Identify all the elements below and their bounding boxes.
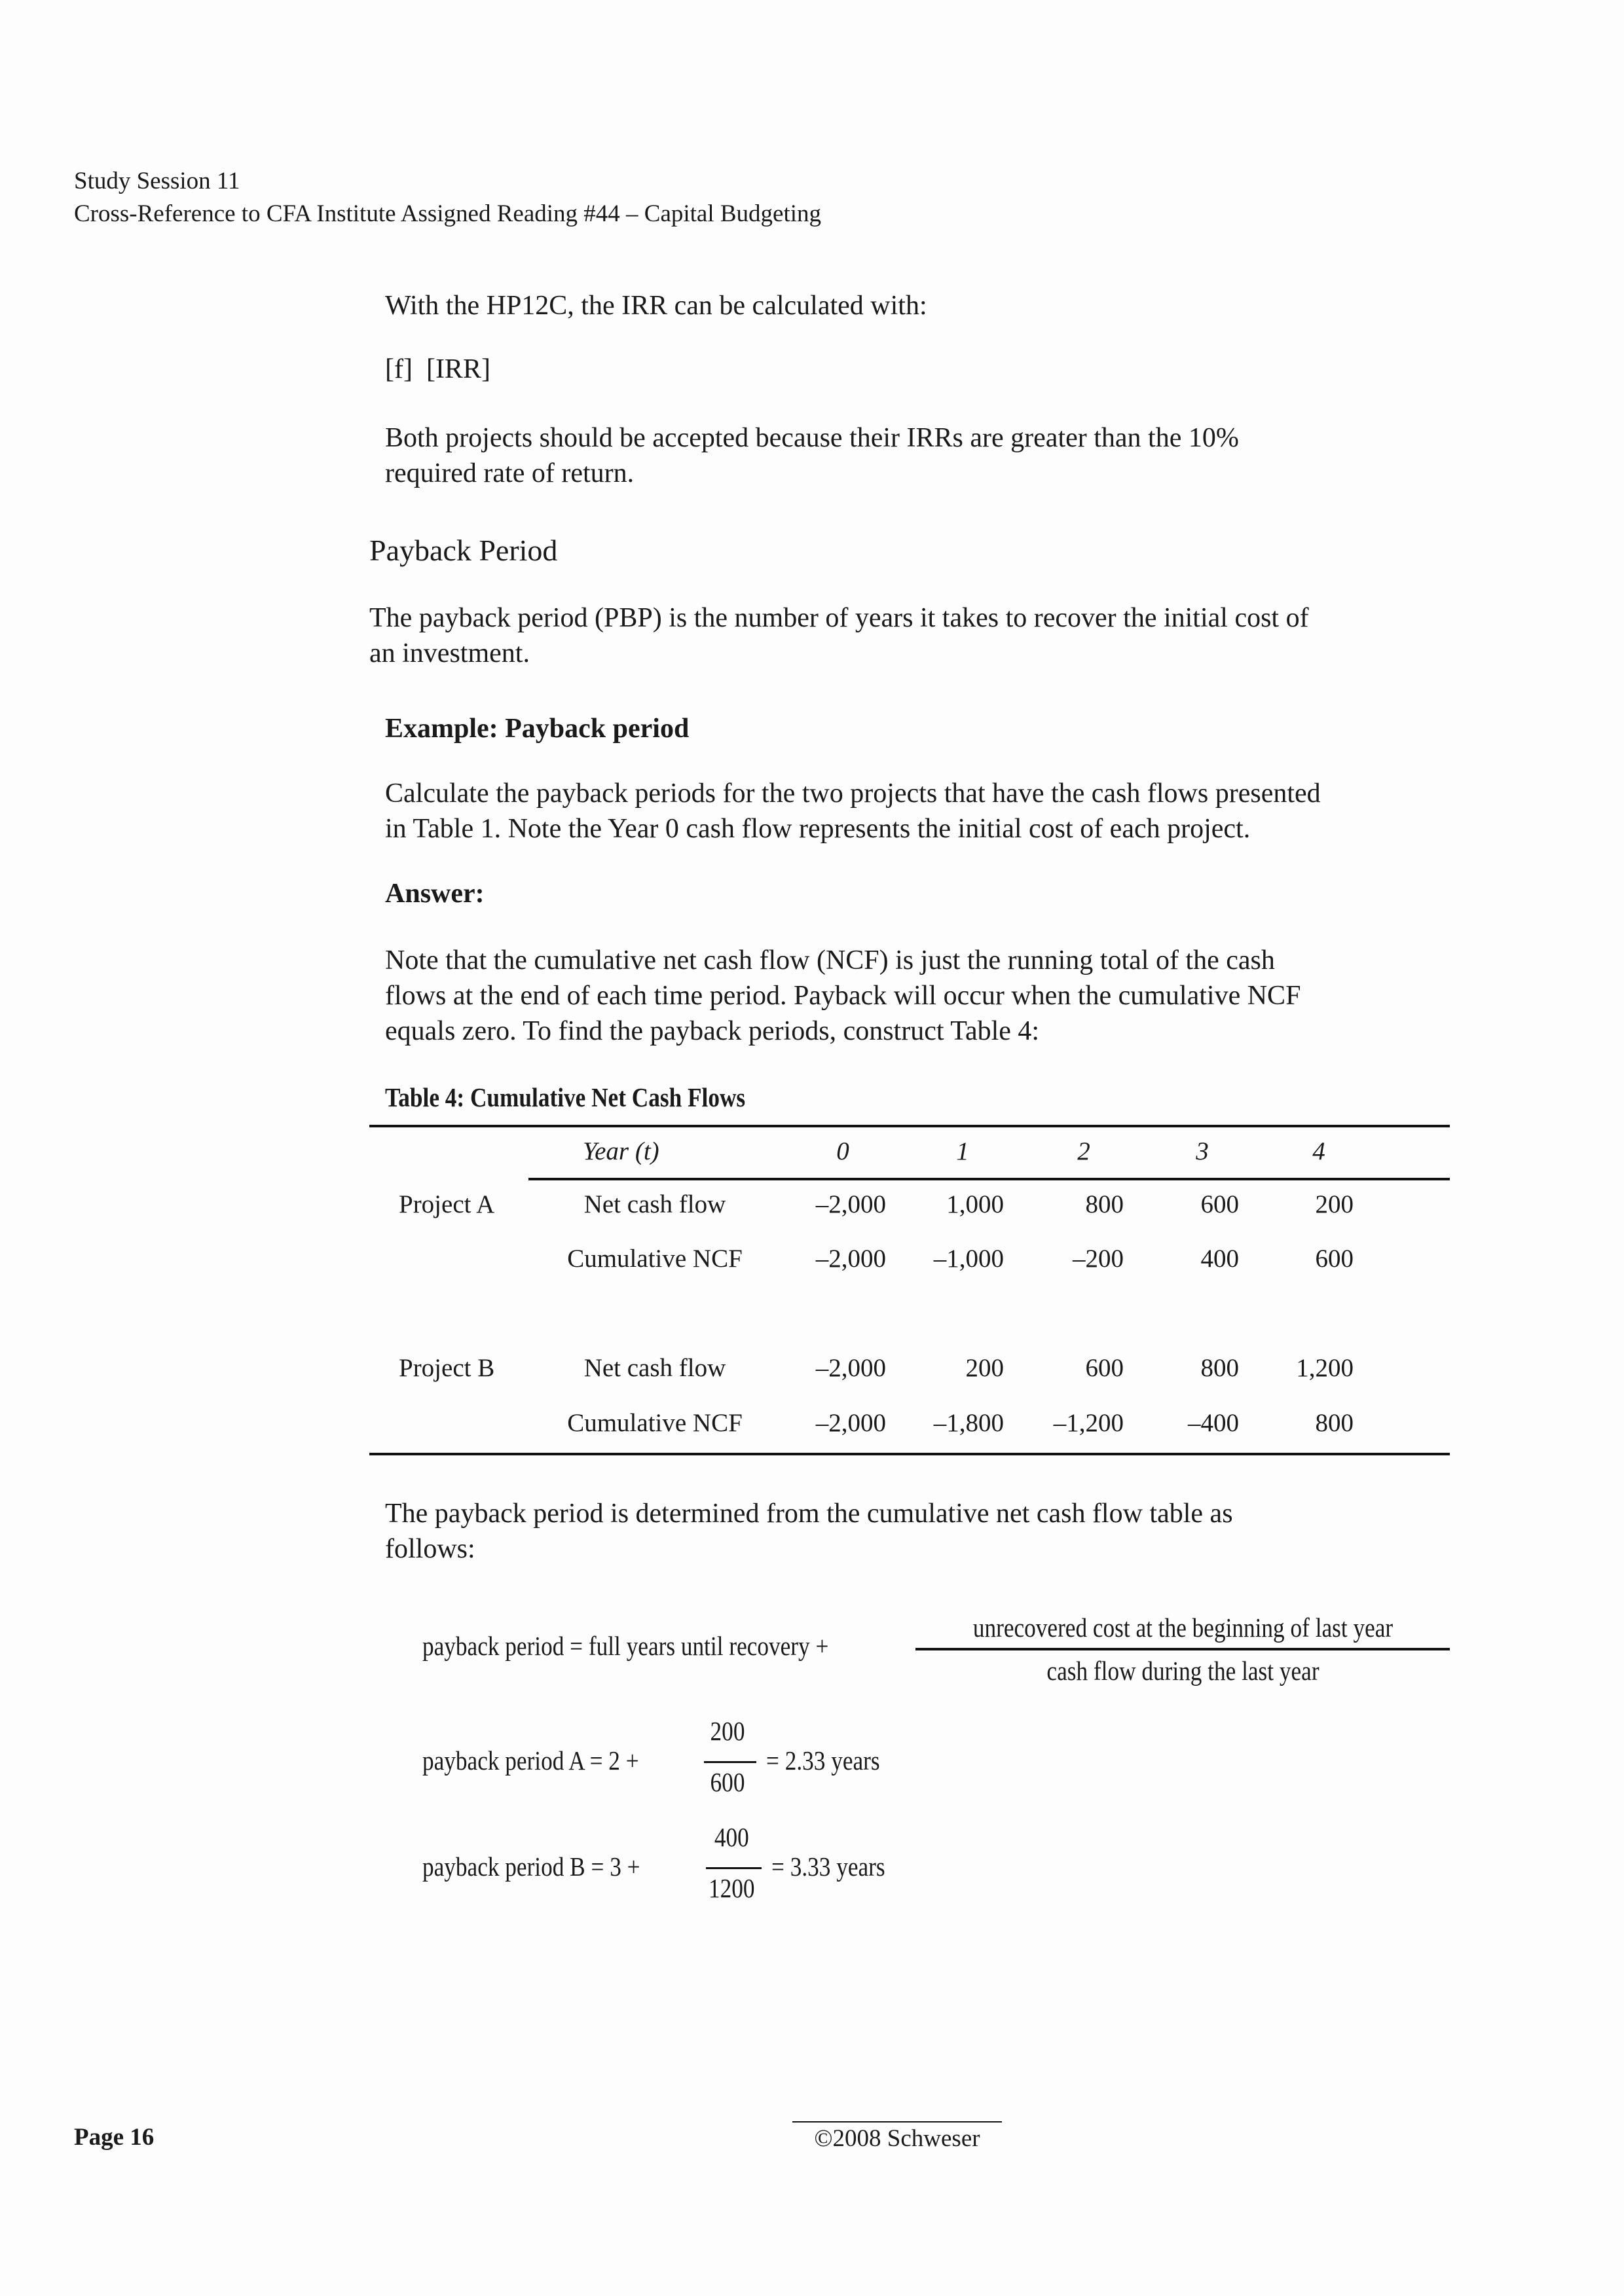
accept-text-2: required rate of return. bbox=[385, 458, 635, 488]
calc-b-numerator: 400 bbox=[714, 1822, 749, 1852]
table-cell: –1,200 bbox=[1053, 1409, 1124, 1437]
answer-label: Answer: bbox=[385, 879, 485, 909]
calc-a-result: = 2.33 years bbox=[766, 1745, 880, 1776]
question-2: in Table 1. Note the Year 0 cash flow re… bbox=[385, 814, 1251, 844]
calc-a-lhs: payback period A = 2 + bbox=[422, 1745, 639, 1776]
table-header-rule bbox=[528, 1178, 1450, 1180]
calc-b-result: = 3.33 years bbox=[771, 1851, 885, 1882]
row-label: Cumulative NCF bbox=[567, 1245, 743, 1273]
table-cell: 200 bbox=[965, 1354, 1005, 1382]
table-cell: –200 bbox=[1073, 1245, 1124, 1273]
table-title: Table 4: Cumulative Net Cash Flows bbox=[385, 1082, 746, 1112]
calc-a-denominator: 600 bbox=[710, 1767, 745, 1797]
table-cell: 1,000 bbox=[946, 1190, 1004, 1218]
table-top-rule bbox=[369, 1125, 1450, 1127]
calc-a-numerator: 200 bbox=[710, 1716, 745, 1746]
note-2: flows at the end of each time period. Pa… bbox=[385, 981, 1301, 1011]
fraction-bar bbox=[704, 1761, 756, 1763]
definition-2: an investment. bbox=[369, 638, 530, 668]
calculator-keys: [f] [IRR] bbox=[385, 354, 490, 384]
calc-b-denominator: 1200 bbox=[709, 1873, 755, 1903]
definition-1: The payback period (PBP) is the number o… bbox=[369, 603, 1309, 633]
note-1: Note that the cumulative net cash flow (… bbox=[385, 945, 1275, 975]
table-cell: –400 bbox=[1188, 1409, 1239, 1437]
table-cell: 800 bbox=[1315, 1409, 1354, 1437]
table-bottom-rule bbox=[369, 1453, 1450, 1455]
section-heading: Payback Period bbox=[369, 534, 558, 567]
table-cell: 1,200 bbox=[1296, 1354, 1354, 1382]
year-header: 4 bbox=[1312, 1137, 1325, 1165]
table-cell: 600 bbox=[1200, 1190, 1240, 1218]
fraction-bar bbox=[706, 1867, 762, 1869]
footer-rule bbox=[792, 2121, 1002, 2123]
note-3: equals zero. To find the payback periods… bbox=[385, 1016, 1040, 1046]
row-label: Net cash flow bbox=[583, 1354, 726, 1382]
row-label: Cumulative NCF bbox=[567, 1409, 743, 1437]
after-text-2: follows: bbox=[385, 1534, 475, 1564]
row-label: Net cash flow bbox=[583, 1190, 726, 1218]
project-name: Project B bbox=[399, 1354, 495, 1382]
cross-reference: Cross-Reference to CFA Institute Assigne… bbox=[74, 200, 822, 227]
example-title: Example: Payback period bbox=[385, 714, 690, 744]
table-cell: –1,000 bbox=[933, 1245, 1004, 1273]
intro-text: With the HP12C, the IRR can be calculate… bbox=[385, 291, 927, 321]
table-cell: 200 bbox=[1315, 1190, 1354, 1218]
year-header: 1 bbox=[956, 1137, 969, 1165]
page-number: Page 16 bbox=[74, 2124, 155, 2151]
fraction-bar bbox=[915, 1648, 1450, 1650]
table-cell: 600 bbox=[1315, 1245, 1354, 1273]
table-cell: –1,800 bbox=[933, 1409, 1004, 1437]
year-header: 0 bbox=[836, 1137, 849, 1165]
table-cell: 800 bbox=[1085, 1190, 1124, 1218]
formula-numerator: unrecovered cost at the beginning of las… bbox=[972, 1613, 1393, 1643]
year-header: 3 bbox=[1196, 1137, 1209, 1165]
accept-text-1: Both projects should be accepted because… bbox=[385, 423, 1239, 453]
table-cell: 600 bbox=[1085, 1354, 1124, 1382]
calc-b-lhs: payback period B = 3 + bbox=[422, 1851, 640, 1882]
table-cell: –2,000 bbox=[815, 1190, 886, 1218]
formula-lhs: payback period = full years until recove… bbox=[422, 1631, 829, 1661]
table-cell: 400 bbox=[1200, 1245, 1240, 1273]
project-name: Project A bbox=[399, 1190, 495, 1218]
table-cell: –2,000 bbox=[815, 1409, 886, 1437]
table-cell: 800 bbox=[1200, 1354, 1240, 1382]
formula-denominator: cash flow during the last year bbox=[1046, 1656, 1320, 1686]
table-cell: –2,000 bbox=[815, 1245, 886, 1273]
copyright: ©2008 Schweser bbox=[814, 2125, 980, 2152]
year-label: Year (t) bbox=[583, 1137, 659, 1165]
question-1: Calculate the payback periods for the tw… bbox=[385, 778, 1321, 809]
year-header: 2 bbox=[1077, 1137, 1090, 1165]
after-text-1: The payback period is determined from th… bbox=[385, 1499, 1233, 1529]
table-cell: –2,000 bbox=[815, 1354, 886, 1382]
study-session: Study Session 11 bbox=[74, 168, 240, 194]
